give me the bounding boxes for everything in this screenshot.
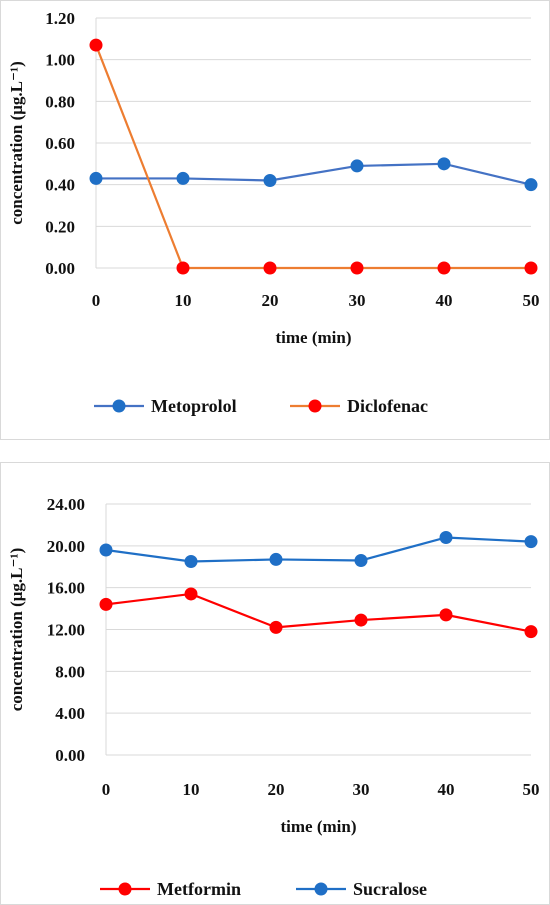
x-tick-label: 20 (268, 780, 285, 799)
x-tick-label: 10 (175, 291, 192, 310)
data-point (89, 38, 103, 52)
data-point (269, 552, 283, 566)
y-tick-label: 0.20 (45, 217, 75, 236)
chart-2: 0.00 4.00 8.00 12.00 16.00 20.00 24.00 0 10 20 30 4… (0, 462, 550, 905)
y-tick-label: 1.00 (45, 51, 75, 70)
series-sucralose (99, 530, 538, 569)
series-diclofenac (89, 38, 538, 275)
x-tick-label: 50 (523, 780, 540, 799)
x-tick-label: 0 (92, 291, 101, 310)
x-tick-label: 20 (262, 291, 279, 310)
x-tick-label: 50 (523, 291, 540, 310)
legend-item-diclofenac: Diclofenac (290, 396, 428, 416)
data-point (354, 553, 368, 567)
y-axis-title: concentration (μg.L⁻¹) (7, 61, 26, 224)
data-point (437, 261, 451, 275)
data-point (184, 555, 198, 569)
data-point (263, 174, 277, 187)
x-tick-label: 30 (353, 780, 370, 799)
x-tick-label: 30 (349, 291, 366, 310)
x-tick-label: 40 (438, 780, 455, 799)
legend-label: Metoprolol (151, 396, 237, 416)
data-point (354, 613, 368, 627)
data-point (524, 625, 538, 639)
y-tick-label: 16.00 (47, 579, 85, 598)
series-metoprolol (89, 157, 538, 192)
chart-frame (0, 0, 550, 440)
data-point (176, 171, 190, 185)
data-point (350, 261, 364, 275)
data-point (184, 587, 198, 601)
y-tick-label: 0.80 (45, 92, 75, 111)
legend-marker (112, 399, 126, 413)
y-tick-label: 0.00 (45, 259, 75, 278)
y-tick-label: 8.00 (55, 662, 85, 681)
legend-item-sucralose: Sucralose (296, 879, 427, 899)
legend-marker (118, 882, 132, 896)
series-line (105, 536, 532, 563)
chart-frame (0, 462, 550, 905)
x-axis-title: time (min) (275, 328, 351, 347)
y-tick-label: 24.00 (47, 495, 85, 514)
y-axis-title: concentration (μg.L⁻¹) (7, 548, 26, 711)
y-tick-label: 0.00 (55, 746, 85, 765)
x-tick-label: 10 (183, 780, 200, 799)
x-tick-label: 0 (102, 780, 111, 799)
legend-label: Sucralose (353, 879, 427, 899)
data-point (439, 530, 453, 544)
legend-item-metformin: Metformin (100, 879, 241, 899)
legend-label: Metformin (157, 879, 241, 899)
data-point (176, 261, 190, 275)
y-tick-label: 4.00 (55, 704, 85, 723)
series-line (96, 162, 532, 186)
data-point (439, 608, 453, 622)
y-tick-label: 20.00 (47, 537, 85, 556)
legend-marker (308, 399, 322, 413)
data-point (524, 261, 538, 275)
chart-1: 0.00 0.20 0.40 0.60 0.80 1.00 1.20 0 10 20 30 40 50 t… (0, 0, 550, 440)
data-point (263, 261, 277, 275)
legend-item-metoprolol: Metoprolol (94, 396, 237, 416)
data-point (350, 159, 364, 173)
y-tick-label: 1.20 (45, 9, 75, 28)
data-point (99, 597, 113, 611)
series-metformin (99, 587, 538, 639)
y-tick-label: 12.00 (47, 621, 85, 640)
y-tick-label: 0.60 (45, 134, 75, 153)
series-line (105, 592, 532, 633)
legend-marker (314, 882, 328, 896)
data-point (269, 620, 283, 634)
data-point (524, 535, 538, 549)
series-line (94, 44, 531, 270)
data-point (99, 543, 113, 557)
x-tick-label: 40 (436, 291, 453, 310)
x-axis-title: time (min) (280, 817, 356, 836)
legend-label: Diclofenac (347, 396, 428, 416)
data-point (524, 178, 538, 192)
data-point (89, 171, 103, 185)
data-point (437, 157, 451, 171)
y-tick-label: 0.40 (45, 176, 75, 195)
